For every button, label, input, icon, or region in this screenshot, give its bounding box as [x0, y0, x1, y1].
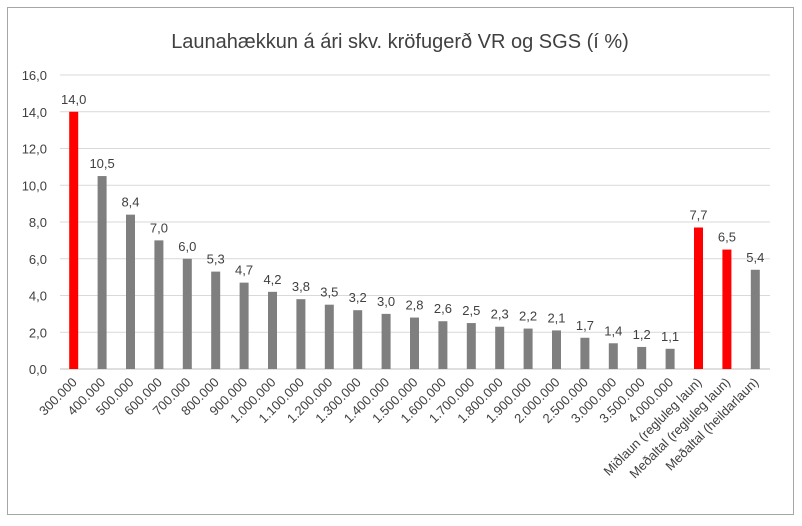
y-tick-label: 10,0 [22, 178, 47, 193]
y-tick-label: 6,0 [29, 252, 47, 267]
data-label: 8,4 [121, 195, 139, 210]
bar [239, 282, 249, 369]
data-label: 1,2 [633, 327, 651, 342]
y-tick-label: 2,0 [29, 325, 47, 340]
bar [694, 227, 703, 369]
data-label: 2,6 [434, 301, 452, 316]
data-label: 7,0 [150, 220, 168, 235]
bar [182, 258, 192, 369]
y-tick-label: 12,0 [22, 142, 47, 157]
y-tick-label: 4,0 [29, 289, 47, 304]
data-label: 2,3 [491, 307, 509, 322]
bar [722, 249, 732, 369]
bar [410, 317, 419, 369]
bar [296, 299, 306, 369]
y-tick-label: 0,0 [29, 362, 47, 377]
data-label: 2,1 [547, 310, 565, 325]
bar [523, 328, 533, 369]
bar [637, 346, 647, 369]
data-label: 4,7 [235, 263, 253, 278]
chart-title: Launahækkun á ári skv. kröfugerð VR og S… [171, 31, 629, 53]
data-label: 7,7 [689, 208, 707, 223]
bar [154, 240, 164, 369]
y-tick-label: 14,0 [22, 105, 47, 120]
bar [381, 313, 391, 369]
chart-frame [7, 7, 794, 515]
bar [324, 304, 334, 369]
data-label: 6,5 [718, 230, 736, 245]
data-label: 14,0 [61, 92, 86, 107]
bar [665, 348, 675, 369]
data-label: 1,1 [661, 329, 679, 344]
bar [466, 323, 476, 369]
y-tick-label: 8,0 [29, 215, 47, 230]
bar [750, 269, 760, 369]
bar [608, 343, 618, 369]
data-label: 4,2 [263, 272, 281, 287]
data-label: 1,7 [576, 318, 594, 333]
bar [552, 330, 561, 369]
bar [438, 321, 448, 369]
bar [353, 310, 363, 369]
data-label: 10,5 [89, 156, 114, 171]
bar [211, 271, 221, 369]
bar [268, 291, 277, 369]
data-label: 3,0 [377, 294, 395, 309]
data-label: 1,4 [604, 323, 622, 338]
data-label: 3,5 [320, 285, 338, 300]
data-label: 5,4 [746, 250, 764, 265]
bar [580, 337, 590, 369]
bar [495, 326, 505, 369]
bar [126, 214, 135, 369]
bar [97, 176, 107, 369]
data-label: 5,3 [207, 252, 225, 267]
data-label: 3,2 [349, 290, 367, 305]
data-label: 2,5 [462, 303, 480, 318]
data-label: 3,8 [292, 279, 310, 294]
bar [69, 111, 79, 369]
data-label: 2,8 [405, 298, 423, 313]
data-label: 6,0 [178, 239, 196, 254]
data-label: 2,2 [519, 309, 537, 324]
y-tick-label: 16,0 [22, 68, 47, 83]
